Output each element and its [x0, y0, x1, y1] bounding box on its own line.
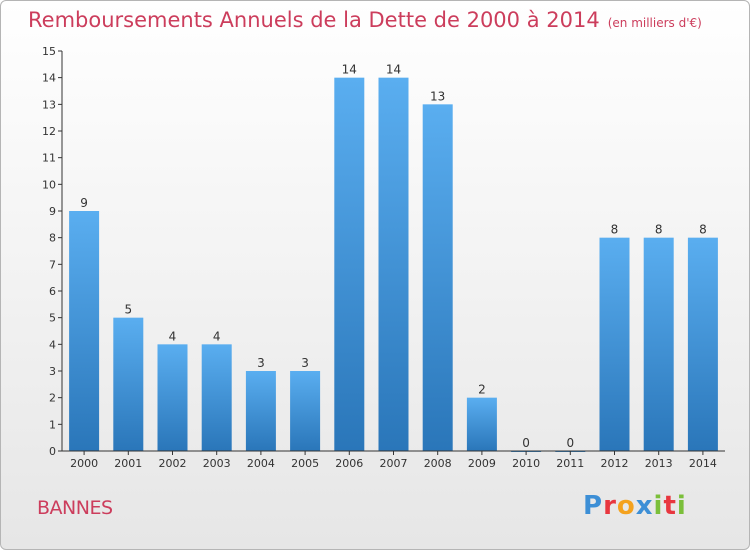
data-label-2007: 14 — [386, 63, 401, 77]
data-label-2002: 4 — [169, 329, 177, 343]
commune-name: BANNES — [37, 497, 113, 519]
data-label-2001: 5 — [124, 303, 132, 317]
data-label-2006: 14 — [342, 63, 357, 77]
x-tick-label-2007: 2007 — [380, 457, 408, 470]
x-tick-label-2010: 2010 — [512, 457, 540, 470]
x-tick-label-2002: 2002 — [159, 457, 187, 470]
x-tick-label-2009: 2009 — [468, 457, 496, 470]
y-tick-label: 10 — [42, 178, 56, 191]
data-label-2011: 0 — [566, 436, 574, 450]
bar-2001 — [113, 317, 144, 451]
y-tick-label: 5 — [49, 312, 56, 325]
bar-2014 — [687, 237, 718, 451]
x-tick-label-2000: 2000 — [70, 457, 98, 470]
bar-2007 — [378, 77, 409, 452]
data-label-2005: 3 — [301, 356, 309, 370]
bar-2005 — [290, 371, 321, 451]
chart-title-text: Remboursements Annuels de la Dette de 20… — [28, 8, 600, 32]
bar-2009 — [466, 397, 497, 451]
bar-2013 — [643, 237, 674, 451]
bar-2004 — [245, 371, 276, 451]
y-tick-label: 8 — [49, 232, 56, 245]
y-tick-label: 1 — [49, 418, 56, 431]
data-label-2013: 8 — [655, 223, 663, 237]
x-tick-label-2011: 2011 — [556, 457, 584, 470]
x-tick-label-2008: 2008 — [424, 457, 452, 470]
x-tick-label-2004: 2004 — [247, 457, 275, 470]
data-label-2008: 13 — [430, 89, 445, 103]
y-tick-label: 6 — [49, 285, 56, 298]
y-tick-label: 9 — [49, 205, 56, 218]
x-tick-label-2005: 2005 — [291, 457, 319, 470]
bar-2012 — [599, 237, 630, 451]
x-tick-label-2012: 2012 — [601, 457, 629, 470]
chart-subtitle: (en milliers d'€) — [607, 16, 702, 30]
x-tick-label-2013: 2013 — [645, 457, 673, 470]
y-tick-label: 7 — [49, 258, 56, 271]
data-label-2010: 0 — [522, 436, 530, 450]
y-tick-label: 14 — [42, 72, 56, 85]
x-tick-label-2006: 2006 — [335, 457, 363, 470]
data-label-2014: 8 — [699, 223, 707, 237]
x-tick-label-2003: 2003 — [203, 457, 231, 470]
bar-series: 9 5 4 4 3 3 14 14 13 2 0 0 8 8 8 — [69, 63, 718, 452]
x-axis: 2000 2001 2002 2003 2004 2005 2006 2007 2008 2009… — [62, 450, 725, 470]
y-tick-label: 2 — [49, 392, 56, 405]
data-label-2004: 3 — [257, 356, 265, 370]
y-tick-label: 3 — [49, 365, 56, 378]
x-tick-label-2014: 2014 — [689, 457, 717, 470]
data-label-2009: 2 — [478, 383, 486, 397]
bar-2008 — [422, 104, 453, 451]
bar-2003 — [201, 344, 232, 451]
bar-2000 — [69, 211, 100, 451]
y-tick-label: 0 — [49, 445, 56, 458]
y-tick-label: 15 — [42, 45, 56, 58]
chart-title: Remboursements Annuels de la Dette de 20… — [28, 8, 702, 32]
bar-2006 — [334, 77, 365, 452]
data-label-2000: 9 — [80, 196, 88, 210]
y-tick-label: 13 — [42, 98, 56, 111]
y-tick-label: 12 — [42, 125, 56, 138]
x-tick-label-2001: 2001 — [114, 457, 142, 470]
bar-2002 — [157, 344, 188, 451]
data-label-2012: 8 — [611, 223, 619, 237]
y-tick-label: 4 — [49, 338, 56, 351]
y-tick-label: 11 — [42, 152, 56, 165]
proxiti-logo: Proxiti — [583, 491, 687, 521]
data-label-2003: 4 — [213, 329, 221, 343]
